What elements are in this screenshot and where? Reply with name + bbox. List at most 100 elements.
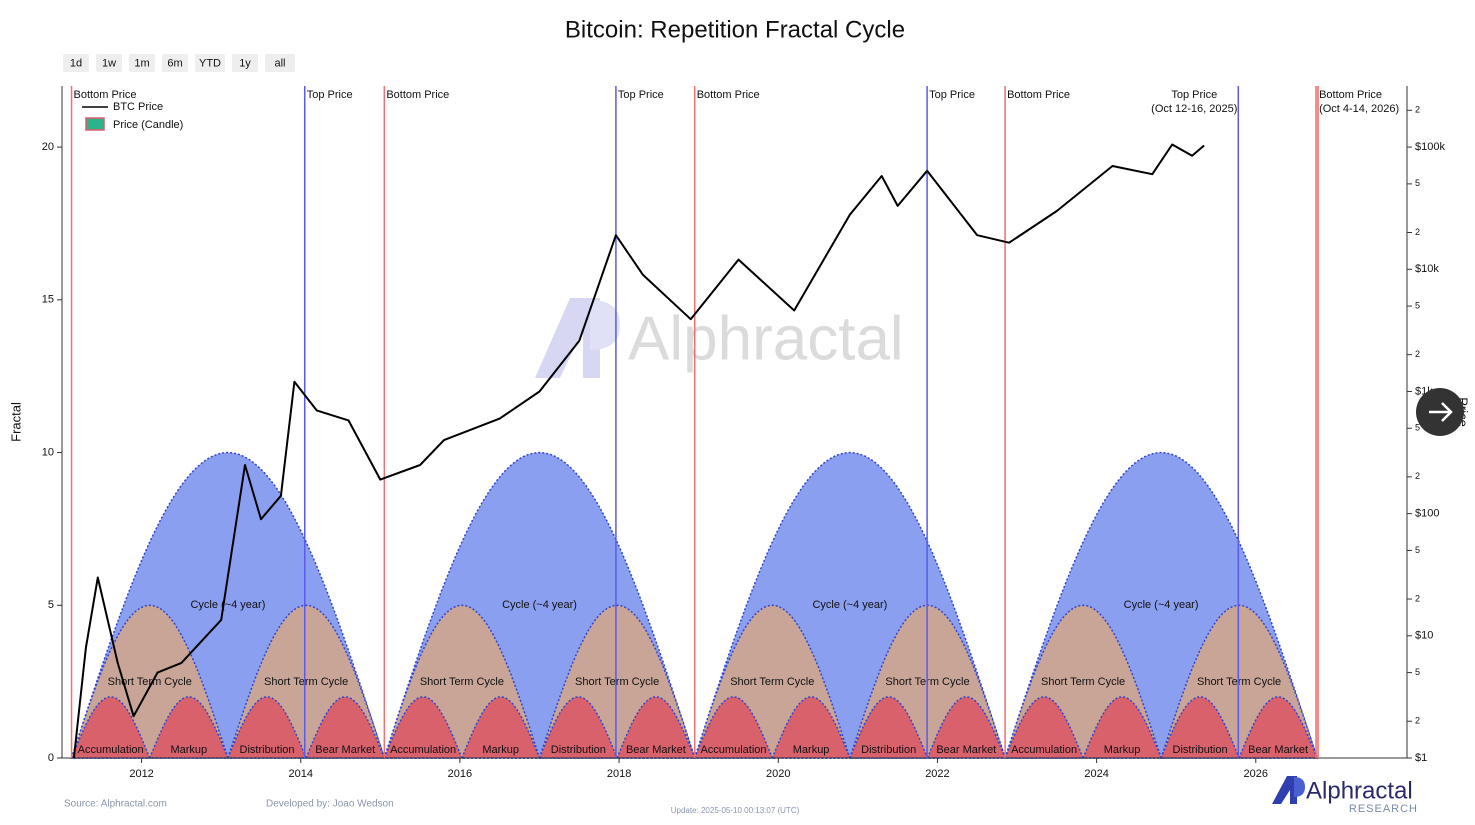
price-line <box>72 143 1205 759</box>
range-button[interactable]: 1y <box>232 54 258 72</box>
phase-label: Markup <box>482 744 519 756</box>
phase-arc <box>771 696 852 759</box>
phase-label: Bear Market <box>626 744 686 756</box>
x-tick-label: 2018 <box>607 768 631 780</box>
phase-arc <box>538 696 619 759</box>
range-button[interactable]: all <box>265 54 295 72</box>
range-button-label[interactable]: YTD <box>199 57 221 69</box>
range-button-label[interactable]: 1w <box>102 57 116 69</box>
phase-label: Distribution <box>861 744 916 756</box>
range-button-label[interactable]: 1y <box>239 57 251 69</box>
phase-label: Bear Market <box>1248 744 1308 756</box>
phase-arc <box>1003 696 1085 759</box>
short-cycle-label: Short Term Cycle <box>420 676 504 688</box>
cycle-label: Cycle (~4 year) <box>1124 599 1199 611</box>
x-tick-label: 2012 <box>129 768 153 780</box>
marker-label: Top Price <box>929 89 975 101</box>
developer: Developed by: Joao Wedson <box>266 799 394 810</box>
y2-tick-label: 2 <box>1415 471 1420 481</box>
phase-label: Distribution <box>1173 744 1228 756</box>
range-button[interactable]: 1d <box>63 54 89 72</box>
range-button-label[interactable]: 1m <box>134 57 149 69</box>
y2-tick-label: 5 <box>1415 545 1420 555</box>
range-button-bg[interactable] <box>162 54 188 72</box>
y2-tick-label: 2 <box>1415 593 1420 603</box>
next-button[interactable] <box>1416 388 1464 436</box>
x-tick-label: 2022 <box>925 768 949 780</box>
y2-tick-label: 5 <box>1415 667 1420 677</box>
legend-label: BTC Price <box>113 101 163 113</box>
phase-arc <box>1081 696 1163 759</box>
logo-mark <box>1294 777 1305 797</box>
phase-label: Markup <box>793 744 830 756</box>
y2-tick-label: 2 <box>1415 716 1420 726</box>
phase-arc <box>1159 696 1241 759</box>
short-cycle-label: Short Term Cycle <box>108 676 192 688</box>
phase-label: Bear Market <box>936 744 996 756</box>
y2-tick-label: $100k <box>1415 141 1445 153</box>
marker-sublabel: (Oct 4-14, 2026) <box>1319 103 1399 115</box>
y-tick-label: 10 <box>42 446 54 458</box>
y2-tick-label: 5 <box>1415 423 1420 433</box>
x-tick-label: 2024 <box>1084 768 1108 780</box>
short-cycle-label: Short Term Cycle <box>1197 676 1281 688</box>
range-button[interactable]: 6m <box>162 54 188 72</box>
phase-arc <box>693 696 774 759</box>
cycle-label: Cycle (~4 year) <box>812 599 887 611</box>
y2-tick-label: 2 <box>1415 227 1420 237</box>
y2-tick-label: 2 <box>1415 105 1420 115</box>
y-tick-label: 0 <box>48 752 54 764</box>
phase-arc <box>148 696 230 759</box>
marker-label: Bottom Price <box>386 89 449 101</box>
marker-sublabel: (Oct 12-16, 2025) <box>1151 103 1237 115</box>
short-cycle-label: Short Term Cycle <box>575 676 659 688</box>
watermark: Alphractal <box>535 298 904 378</box>
range-button-bg[interactable] <box>96 54 122 72</box>
range-button-bg[interactable] <box>63 54 89 72</box>
marker-label: Top Price <box>1171 89 1217 101</box>
range-button-bg[interactable] <box>129 54 155 72</box>
y-tick-label: 20 <box>42 141 54 153</box>
y-tick-label: 5 <box>48 599 54 611</box>
phase-arc <box>383 696 464 759</box>
phase-label: Accumulation <box>390 744 456 756</box>
watermark-text: Alphractal <box>628 304 904 373</box>
logo-sub: RESEARCH <box>1349 803 1418 815</box>
y2-tick-label: $100 <box>1415 508 1439 520</box>
logo-mark <box>1272 776 1297 804</box>
legend-label: Price (Candle) <box>113 119 183 131</box>
y-tick-label: 15 <box>42 294 54 306</box>
range-button[interactable]: YTD <box>195 54 225 72</box>
logo-name: Alphractal <box>1306 777 1413 804</box>
phase-arc <box>70 696 151 759</box>
range-button-label[interactable]: 1d <box>70 57 82 69</box>
range-button-label[interactable]: all <box>274 57 285 69</box>
range-button-bg[interactable] <box>265 54 295 72</box>
watermark-logo <box>590 300 620 350</box>
y-axis-label: Fractal <box>8 402 23 442</box>
phase-arc <box>615 696 696 759</box>
range-button-label[interactable]: 6m <box>167 57 182 69</box>
cycle-label: Cycle (~4 year) <box>502 599 577 611</box>
marker-label: Bottom Price <box>74 89 137 101</box>
source: Source: Alphractal.com <box>64 799 167 810</box>
marker-label: Bottom Price <box>1319 89 1382 101</box>
range-button[interactable]: 1m <box>129 54 155 72</box>
short-cycle-label: Short Term Cycle <box>1041 676 1125 688</box>
next-arrow[interactable] <box>1429 402 1453 422</box>
short-cycle-label: Short Term Cycle <box>264 676 348 688</box>
range-button-bg[interactable] <box>232 54 258 72</box>
chart-title: Bitcoin: Repetition Fractal Cycle <box>565 16 905 43</box>
marker-label: Top Price <box>618 89 664 101</box>
marker-label: Top Price <box>307 89 353 101</box>
logo: Alphractal RESEARCH <box>1272 776 1418 815</box>
range-button[interactable]: 1w <box>96 54 122 72</box>
phase-label: Markup <box>170 744 207 756</box>
y2-tick-label: 2 <box>1415 349 1420 359</box>
marker-label: Bottom Price <box>1007 89 1070 101</box>
phase-arc <box>1237 696 1319 759</box>
range-button-bg[interactable] <box>195 54 225 72</box>
y2-tick-label: $1 <box>1415 752 1427 764</box>
phase-label: Bear Market <box>315 744 375 756</box>
x-tick-label: 2026 <box>1244 768 1268 780</box>
